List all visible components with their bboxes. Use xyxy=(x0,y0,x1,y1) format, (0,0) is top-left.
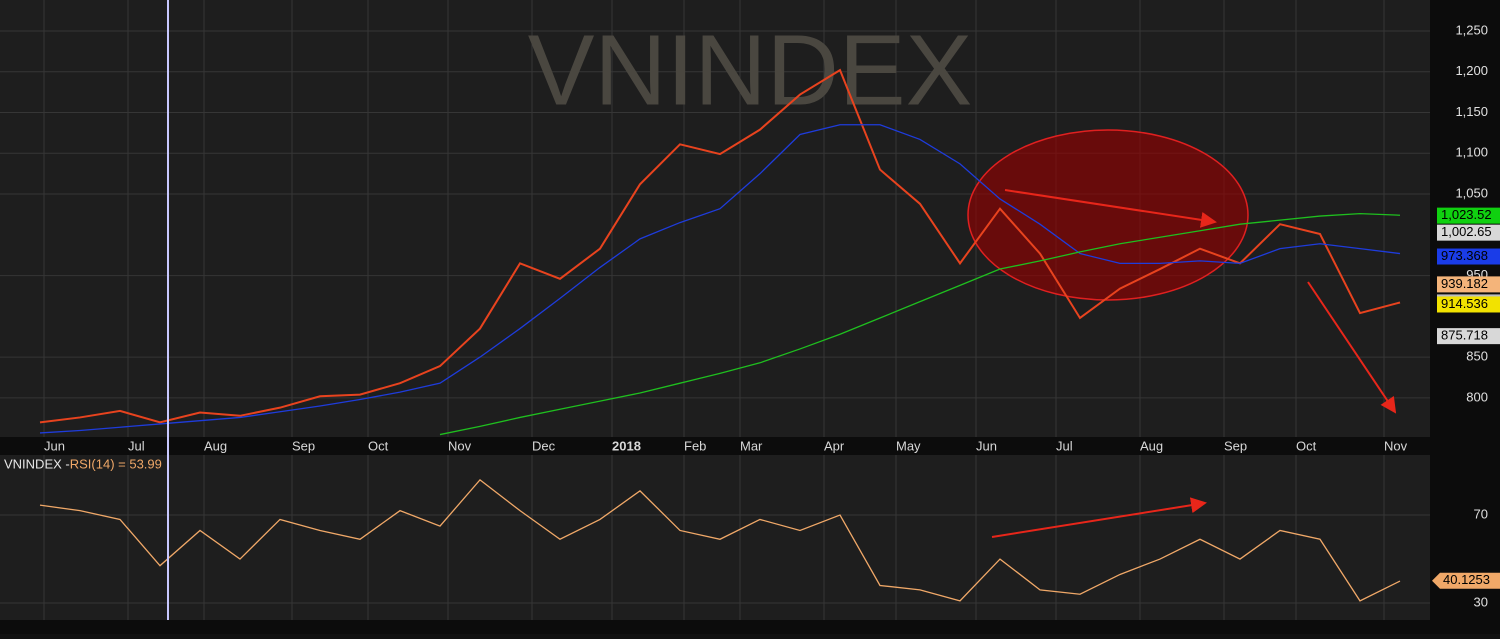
x-tick-label: Jul xyxy=(128,438,145,453)
x-tick-label: Mar xyxy=(740,438,763,453)
x-tick-label: Oct xyxy=(368,438,389,453)
arrow xyxy=(991,497,1207,538)
x-tick-label: Sep xyxy=(1224,438,1247,453)
y-tick-label: 1,250 xyxy=(1455,22,1488,37)
y-tick-label: 1,050 xyxy=(1455,185,1488,200)
x-tick-label: Apr xyxy=(824,438,845,453)
price-label-box xyxy=(1437,248,1500,265)
arrow xyxy=(1004,189,1217,228)
x-tick-label: Jun xyxy=(976,438,997,453)
y-tick-label: 1,200 xyxy=(1455,63,1488,78)
x-tick-label: Dec xyxy=(532,438,556,453)
price-label-box xyxy=(1437,207,1500,224)
y-tick-label: 70 xyxy=(1474,506,1488,521)
price-label-box xyxy=(1437,296,1500,313)
y-tick-label: 850 xyxy=(1466,349,1488,364)
price-label-box xyxy=(1437,276,1500,293)
rsi-title: RSI(14) = 53.99 xyxy=(70,456,162,471)
x-tick-label: Jul xyxy=(1056,438,1073,453)
y-tick-label: 1,150 xyxy=(1455,104,1488,119)
rsi-label-box xyxy=(1432,572,1500,589)
x-tick-label: 2018 xyxy=(612,438,641,453)
grid xyxy=(0,0,1430,620)
price-label: 875.718 xyxy=(1441,328,1488,343)
x-tick-label: Jun xyxy=(44,438,65,453)
price-label-box xyxy=(1437,224,1500,241)
series-line xyxy=(439,212,1401,436)
plot xyxy=(39,68,1401,602)
y-tick-label: 1,100 xyxy=(1455,145,1488,160)
price-label: 1,002.65 xyxy=(1441,224,1492,239)
x-tick-label: Oct xyxy=(1296,438,1317,453)
y-tick-label: 30 xyxy=(1474,594,1488,609)
series-line xyxy=(39,478,1401,602)
price-label: 914.536 xyxy=(1441,296,1488,311)
y-tick-label: 800 xyxy=(1466,389,1488,404)
price-label: 973.368 xyxy=(1441,248,1488,263)
x-tick-label: Sep xyxy=(292,438,315,453)
rsi-prefix: VNINDEX - xyxy=(4,456,70,471)
rsi-label: 40.1253 xyxy=(1443,572,1490,587)
watermark: VNINDEX xyxy=(528,14,973,126)
x-tick-label: Feb xyxy=(684,438,706,453)
price-label: 939.182 xyxy=(1441,276,1488,291)
price-label-box xyxy=(1437,328,1500,345)
price-label: 1,023.52 xyxy=(1441,207,1492,222)
arrow xyxy=(1307,281,1397,414)
x-tick-label: Nov xyxy=(1384,438,1408,453)
x-tick-label: Nov xyxy=(448,438,472,453)
x-tick-label: Aug xyxy=(1140,438,1163,453)
series-line xyxy=(39,124,1401,434)
x-tick-label: Aug xyxy=(204,438,227,453)
highlight-ellipse xyxy=(967,129,1249,301)
x-tick-label: May xyxy=(896,438,921,453)
